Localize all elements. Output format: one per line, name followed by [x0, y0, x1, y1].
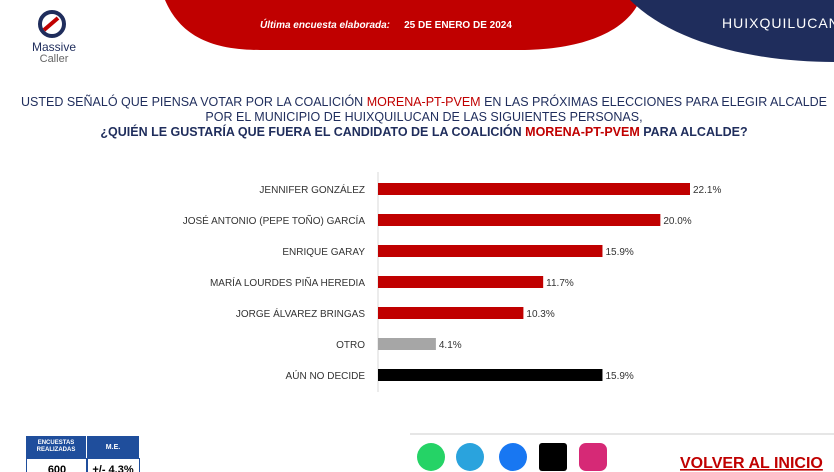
question-part: ¿QUIÉN LE GUSTARÍA QUE FUERA EL CANDIDAT…: [100, 124, 525, 139]
table-header: M.E.: [86, 436, 139, 458]
value-label: 15.9%: [605, 371, 633, 382]
value-label: 4.1%: [439, 340, 462, 351]
survey-date: 25 DE ENERO DE 2024: [404, 20, 512, 31]
question-part: MORENA-PT-PVEM: [525, 125, 640, 139]
bar: [378, 245, 603, 257]
header-band: [165, 0, 640, 50]
table-header: ENCUESTAS REALIZADAS: [26, 436, 86, 458]
whatsapp-icon[interactable]: [417, 443, 445, 471]
logo-icon: [42, 16, 60, 32]
bar: [378, 307, 524, 319]
category-label: AÚN NO DECIDE: [286, 369, 366, 382]
category-label: ENRIQUE GARAY: [282, 247, 365, 258]
bar: [378, 338, 436, 350]
question: ¿QUIÉN LE GUSTARÍA QUE FUERA EL CANDIDAT…: [100, 124, 747, 139]
table-cell: 600: [26, 458, 88, 472]
logo-text: Massive: [32, 40, 76, 54]
value-label: 15.9%: [605, 247, 633, 258]
logo-text: Caller: [40, 53, 69, 65]
bar: [378, 183, 690, 195]
value-label: 11.7%: [546, 278, 574, 289]
category-label: JORGE ÁLVAREZ BRINGAS: [236, 307, 365, 320]
telegram-icon[interactable]: [456, 443, 484, 471]
survey-label: Última encuesta elaborada:: [260, 18, 390, 31]
value-label: 22.1%: [693, 185, 721, 196]
facebook-icon[interactable]: [499, 443, 527, 471]
category-label: JOSÉ ANTONIO (PEPE TOÑO) GARCÍA: [183, 214, 366, 227]
question: POR EL MUNICIPIO DE HUIXQUILUCAN DE LAS …: [205, 110, 642, 124]
bar: [378, 276, 544, 288]
x-icon[interactable]: [539, 443, 567, 471]
header-corner: [630, 0, 834, 62]
table-cell: +/- 4.3%: [86, 458, 140, 472]
category-label: OTRO: [336, 340, 365, 351]
instagram-icon[interactable]: [579, 443, 607, 471]
logo-icon: [38, 10, 66, 38]
question-part: PARA ALCALDE?: [640, 125, 748, 139]
question-part: EN LAS PRÓXIMAS ELECCIONES PARA ELEGIR A…: [481, 94, 827, 109]
value-label: 10.3%: [526, 309, 554, 320]
back-link[interactable]: VOLVER AL INICIO: [680, 455, 823, 472]
category-label: MARÍA LOURDES PIÑA HEREDIA: [210, 276, 365, 289]
bar: [378, 369, 603, 381]
bar: [378, 214, 661, 226]
question-part: USTED SEÑALÓ QUE PIENSA VOTAR POR LA COA…: [21, 94, 367, 109]
question-part: MORENA-PT-PVEM: [367, 95, 481, 109]
value-label: 20.0%: [663, 216, 691, 227]
place: HUIXQUILUCAN: [722, 15, 834, 31]
question: USTED SEÑALÓ QUE PIENSA VOTAR POR LA COA…: [21, 94, 827, 109]
category-label: JENNIFER GONZÁLEZ: [259, 183, 365, 196]
